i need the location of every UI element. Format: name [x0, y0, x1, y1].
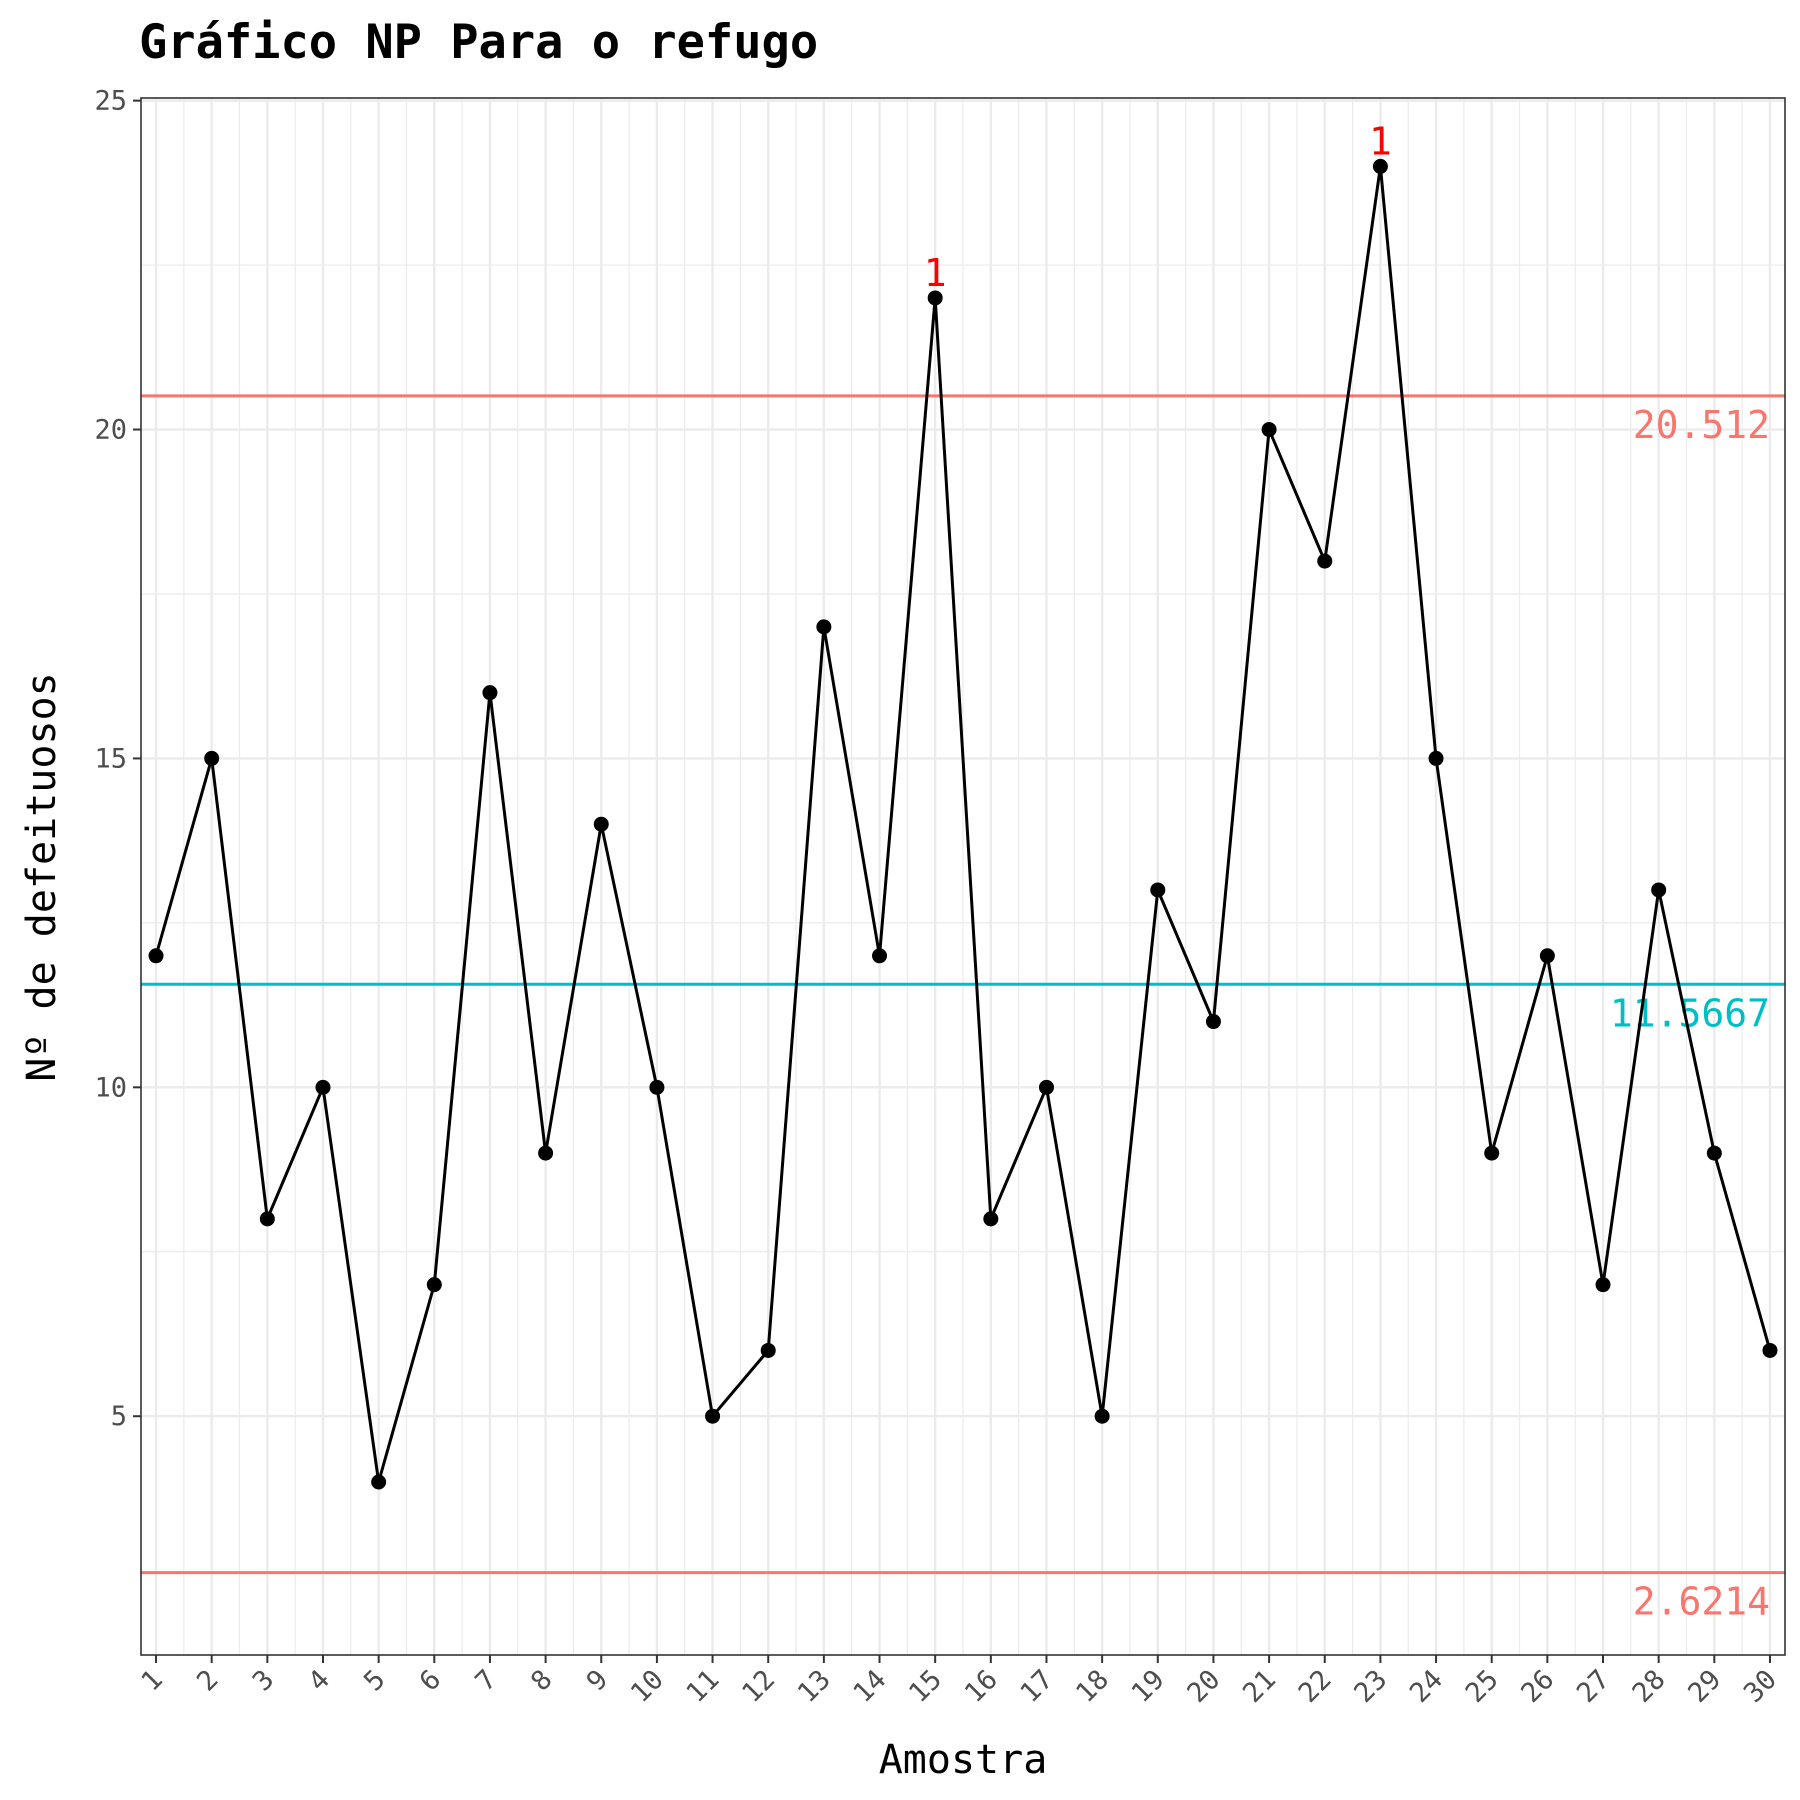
annotations: 11 — [924, 119, 1392, 295]
data-point — [371, 1474, 387, 1490]
x-axis-title: Amostra — [879, 1737, 1048, 1783]
data-point — [426, 1277, 442, 1293]
data-point — [983, 1211, 999, 1227]
x-tick-label: 2 — [191, 1664, 224, 1697]
series-line — [154, 166, 1772, 1483]
x-tick-label: 4 — [303, 1664, 336, 1697]
data-point — [1372, 158, 1388, 174]
x-tick-label: 16 — [959, 1664, 1004, 1709]
data-point — [1706, 1145, 1722, 1161]
y-tick-label: 20 — [94, 415, 127, 446]
data-point — [1651, 882, 1667, 898]
x-tick-label: 14 — [848, 1664, 893, 1709]
x-tick-label: 12 — [736, 1664, 781, 1709]
data-point — [148, 948, 164, 964]
data-point — [816, 619, 832, 635]
x-tick-label: 9 — [581, 1664, 614, 1697]
data-point — [1428, 750, 1444, 766]
x-tick-label: 28 — [1627, 1664, 1672, 1709]
x-tick-label: 3 — [247, 1664, 280, 1697]
x-tick-label: 10 — [625, 1664, 670, 1709]
x-tick-label: 30 — [1738, 1664, 1783, 1709]
data-point — [872, 948, 888, 964]
out-of-control-label: 1 — [924, 251, 947, 295]
y-tick-label: 25 — [94, 86, 127, 117]
x-tick-label: 18 — [1070, 1664, 1115, 1709]
data-point — [1261, 422, 1277, 438]
data-point — [482, 685, 498, 701]
reference-line-label: 2.6214 — [1633, 1580, 1770, 1624]
x-axis: 1 2 3 4 5 6 7 8 9 10 11 12 13 14 15 16 17 18 19 20 21 22 23 24 2… — [136, 1655, 1783, 1709]
plot-border — [140, 97, 1786, 1656]
data-point — [1317, 553, 1333, 569]
data-point — [760, 1342, 776, 1358]
reference-line-label: 11.5667 — [1610, 991, 1770, 1035]
x-tick-label: 5 — [358, 1664, 391, 1697]
reference-lines: 20.512 11.5667 2.6214 — [141, 394, 1785, 1624]
x-tick-label: 25 — [1460, 1664, 1505, 1709]
y-tick-label: 5 — [111, 1401, 127, 1432]
reference-line-label: 20.512 — [1633, 403, 1770, 447]
data-point — [1539, 948, 1555, 964]
data-point — [1595, 1277, 1611, 1293]
x-tick-label: 29 — [1682, 1664, 1727, 1709]
chart-title: Gráfico NP Para o refugo — [139, 15, 818, 70]
x-tick-label: 11 — [681, 1664, 726, 1709]
x-tick-label: 27 — [1571, 1664, 1616, 1709]
y-axis-title: Nº de defeituosos — [19, 672, 65, 1081]
y-tick-label: 10 — [94, 1072, 127, 1103]
data-point — [315, 1079, 331, 1095]
grid-major — [141, 98, 1785, 1655]
out-of-control-label: 1 — [1369, 119, 1392, 163]
x-tick-label: 8 — [525, 1664, 558, 1697]
data-point — [1762, 1342, 1778, 1358]
data-point — [1205, 1014, 1221, 1030]
x-tick-label: 15 — [903, 1664, 948, 1709]
x-tick-label: 21 — [1237, 1664, 1282, 1709]
data-point — [204, 750, 220, 766]
data-point — [259, 1211, 275, 1227]
data-point — [593, 816, 609, 832]
x-tick-label: 19 — [1126, 1664, 1171, 1709]
y-tick-label: 15 — [94, 743, 127, 774]
x-tick-label: 17 — [1015, 1664, 1060, 1709]
data-point — [1038, 1079, 1054, 1095]
x-tick-label: 1 — [136, 1664, 169, 1697]
data-point — [927, 290, 943, 306]
grid-minor — [141, 98, 1785, 1655]
data-series — [148, 158, 1778, 1490]
y-axis: 5 10 15 20 25 — [94, 86, 141, 1432]
x-tick-label: 23 — [1348, 1664, 1393, 1709]
x-tick-label: 24 — [1404, 1664, 1449, 1709]
x-tick-label: 6 — [414, 1664, 447, 1697]
data-point — [1150, 882, 1166, 898]
x-tick-label: 20 — [1181, 1664, 1226, 1709]
x-tick-label: 13 — [792, 1664, 837, 1709]
data-point — [1094, 1408, 1110, 1424]
data-point — [649, 1079, 665, 1095]
x-tick-label: 26 — [1515, 1664, 1560, 1709]
x-tick-label: 7 — [469, 1664, 502, 1697]
x-tick-label: 22 — [1293, 1664, 1338, 1709]
data-point — [538, 1145, 554, 1161]
data-point — [1484, 1145, 1500, 1161]
data-point — [705, 1408, 721, 1424]
